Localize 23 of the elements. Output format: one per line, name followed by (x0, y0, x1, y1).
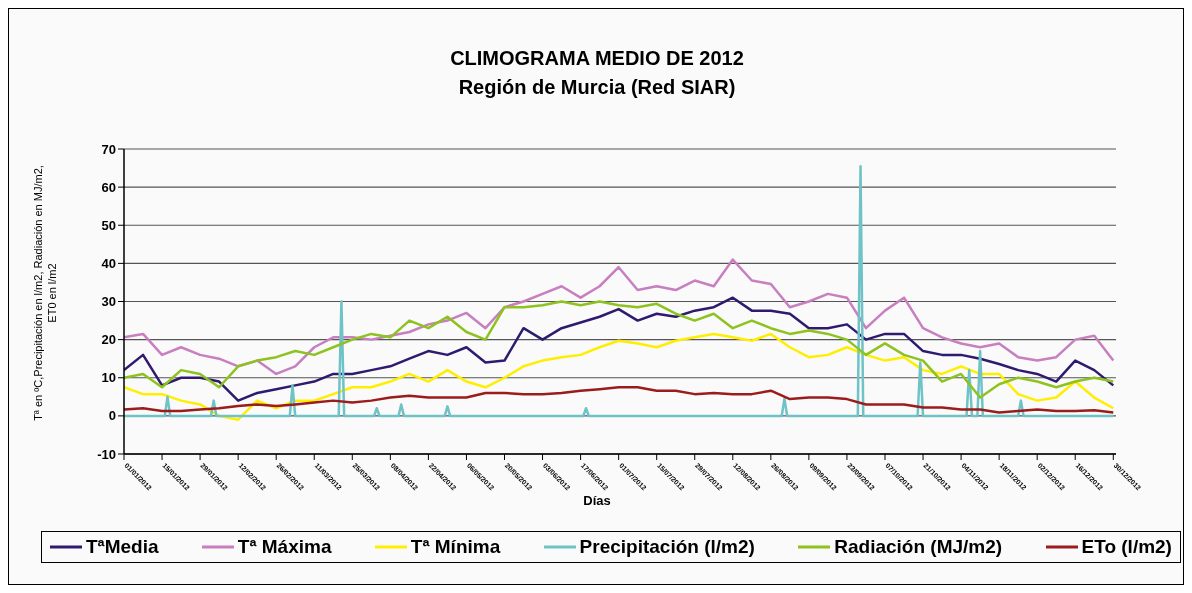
x-axis-title: Días (582, 493, 612, 508)
y-tick-label: 40 (101, 255, 116, 271)
legend-label: ETo (l/m2) (1081, 536, 1172, 558)
legend-label: Precipitación (l/m2) (579, 536, 755, 558)
y-tick-label: 70 (101, 141, 116, 157)
y-tick-label: 60 (101, 179, 116, 195)
chart-subtitle: Región de Murcia (Red SIAR) (457, 76, 737, 99)
legend-label: TªMedia (86, 536, 159, 558)
y-tick-label: 50 (101, 217, 116, 233)
legend-label: Radiación (MJ/m2) (834, 536, 1003, 558)
y-tick-label: 0 (108, 408, 116, 424)
y-tick-label: -10 (97, 446, 116, 462)
line-series (124, 164, 1115, 418)
y-tick-label: 10 (101, 370, 116, 386)
line-series (124, 386, 1115, 414)
y-tick-label: 30 (101, 294, 116, 310)
line-series (124, 258, 1115, 376)
legend-label: Tª Máxima (237, 536, 332, 558)
chart-title: CLIMOGRAMA MEDIO DE 2012 (449, 47, 745, 70)
y-tick-label: 20 (101, 332, 116, 348)
y-axis-title: Tª en ºC,Precipitación en l/m2, Radiación en MJ/m2, ET0 en l/m2 (31, 164, 59, 423)
legend-label: Tª Mínima (410, 536, 501, 558)
line-series (124, 332, 1115, 421)
